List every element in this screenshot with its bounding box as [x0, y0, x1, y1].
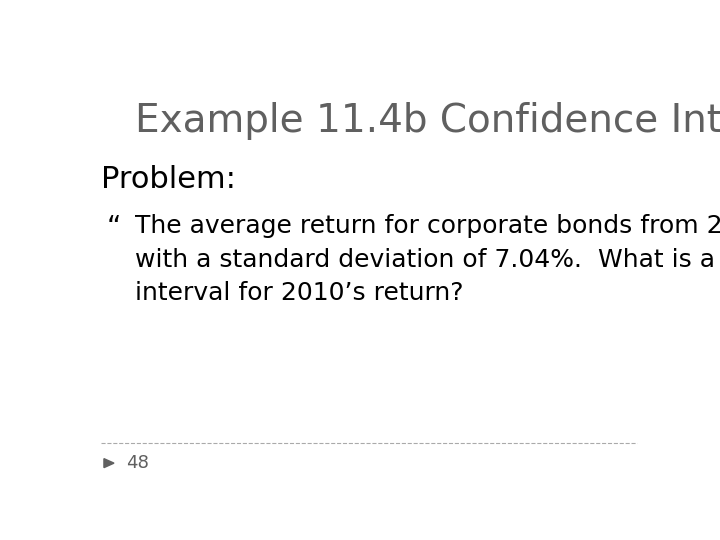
Text: 48: 48	[126, 454, 149, 472]
Text: Example 11.4b Confidence Intervals: Example 11.4b Confidence Intervals	[135, 102, 720, 140]
Polygon shape	[104, 458, 114, 468]
Text: The average return for corporate bonds from 2005-2009 was 6.49%
with a standard : The average return for corporate bonds f…	[135, 214, 720, 306]
Text: “: “	[107, 214, 121, 242]
Text: Problem:: Problem:	[101, 165, 236, 194]
